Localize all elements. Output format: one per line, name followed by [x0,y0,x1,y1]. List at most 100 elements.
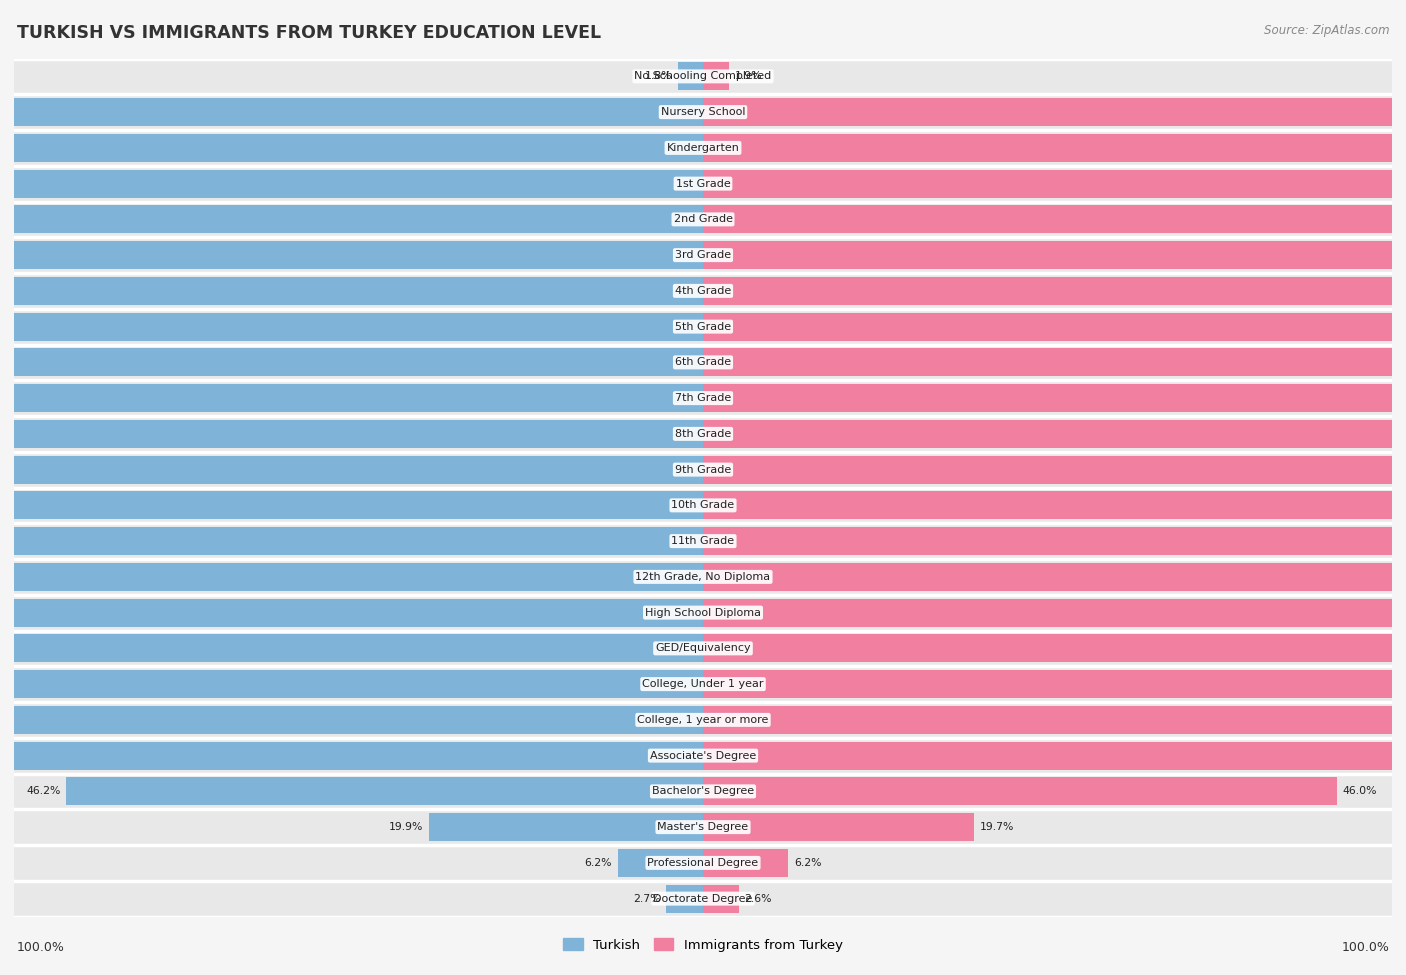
Text: 46.0%: 46.0% [1343,787,1376,797]
Bar [703,134,1406,162]
Bar [703,777,1337,805]
Text: 4th Grade: 4th Grade [675,286,731,295]
Bar [703,62,730,91]
Text: Kindergarten: Kindergarten [666,143,740,153]
Text: Associate's Degree: Associate's Degree [650,751,756,760]
Bar [666,884,703,913]
Text: Source: ZipAtlas.com: Source: ZipAtlas.com [1264,24,1389,37]
Text: 19.7%: 19.7% [980,822,1014,832]
Text: 2.7%: 2.7% [633,894,661,904]
Bar [703,206,1406,233]
Text: 7th Grade: 7th Grade [675,393,731,403]
Text: 9th Grade: 9th Grade [675,465,731,475]
Bar [0,348,703,376]
Text: 8th Grade: 8th Grade [675,429,731,439]
Bar [703,635,1406,662]
Text: 10th Grade: 10th Grade [672,500,734,510]
Bar [14,738,1392,773]
Bar [0,742,703,769]
Bar [0,599,703,627]
Bar [14,488,1392,524]
Bar [703,170,1406,198]
Bar [678,62,703,91]
Bar [14,809,1392,845]
Text: High School Diploma: High School Diploma [645,607,761,617]
Text: 6.2%: 6.2% [585,858,612,868]
Bar [703,527,1406,555]
Bar [0,706,703,734]
Bar [14,202,1392,237]
Bar [0,134,703,162]
Text: Master's Degree: Master's Degree [658,822,748,832]
Text: GED/Equivalency: GED/Equivalency [655,644,751,653]
Text: 2.6%: 2.6% [744,894,772,904]
Bar [0,313,703,340]
Bar [14,880,1392,916]
Bar [14,451,1392,488]
Bar [703,241,1406,269]
Bar [14,416,1392,451]
Text: Bachelor's Degree: Bachelor's Degree [652,787,754,797]
Bar [703,884,738,913]
Bar [703,455,1406,484]
Text: 1.9%: 1.9% [735,71,762,81]
Bar [14,309,1392,344]
Bar [703,706,1406,734]
Text: 2nd Grade: 2nd Grade [673,214,733,224]
Text: No Schooling Completed: No Schooling Completed [634,71,772,81]
Bar [0,420,703,448]
Bar [14,380,1392,416]
Bar [0,670,703,698]
Text: 100.0%: 100.0% [17,941,65,954]
Bar [14,344,1392,380]
Bar [14,702,1392,738]
Bar [14,95,1392,130]
Text: 3rd Grade: 3rd Grade [675,251,731,260]
Bar [0,491,703,520]
Bar [0,206,703,233]
Text: 100.0%: 100.0% [1341,941,1389,954]
Bar [429,813,703,841]
Text: 6th Grade: 6th Grade [675,358,731,368]
Bar [14,273,1392,309]
Text: 12th Grade, No Diploma: 12th Grade, No Diploma [636,572,770,582]
Bar [703,384,1406,412]
Bar [14,524,1392,559]
Legend: Turkish, Immigrants from Turkey: Turkish, Immigrants from Turkey [558,933,848,957]
Text: Professional Degree: Professional Degree [647,858,759,868]
Text: 1.8%: 1.8% [645,71,672,81]
Bar [0,635,703,662]
Bar [14,130,1392,166]
Bar [0,384,703,412]
Bar [703,277,1406,305]
Bar [14,166,1392,202]
Bar [703,420,1406,448]
Bar [703,599,1406,627]
Text: 46.2%: 46.2% [27,787,60,797]
Bar [66,777,703,805]
Bar [703,670,1406,698]
Bar [703,98,1406,126]
Text: College, Under 1 year: College, Under 1 year [643,680,763,689]
Bar [0,170,703,198]
Bar [617,849,703,877]
Bar [14,666,1392,702]
Bar [14,559,1392,595]
Bar [0,241,703,269]
Bar [0,527,703,555]
Bar [0,563,703,591]
Bar [0,277,703,305]
Bar [703,742,1406,769]
Bar [0,98,703,126]
Bar [0,455,703,484]
Text: 11th Grade: 11th Grade [672,536,734,546]
Bar [14,237,1392,273]
Text: Nursery School: Nursery School [661,107,745,117]
Bar [703,563,1406,591]
Text: TURKISH VS IMMIGRANTS FROM TURKEY EDUCATION LEVEL: TURKISH VS IMMIGRANTS FROM TURKEY EDUCAT… [17,24,600,42]
Bar [14,845,1392,880]
Bar [14,631,1392,666]
Text: 1st Grade: 1st Grade [676,178,730,188]
Bar [703,849,789,877]
Text: 19.9%: 19.9% [389,822,423,832]
